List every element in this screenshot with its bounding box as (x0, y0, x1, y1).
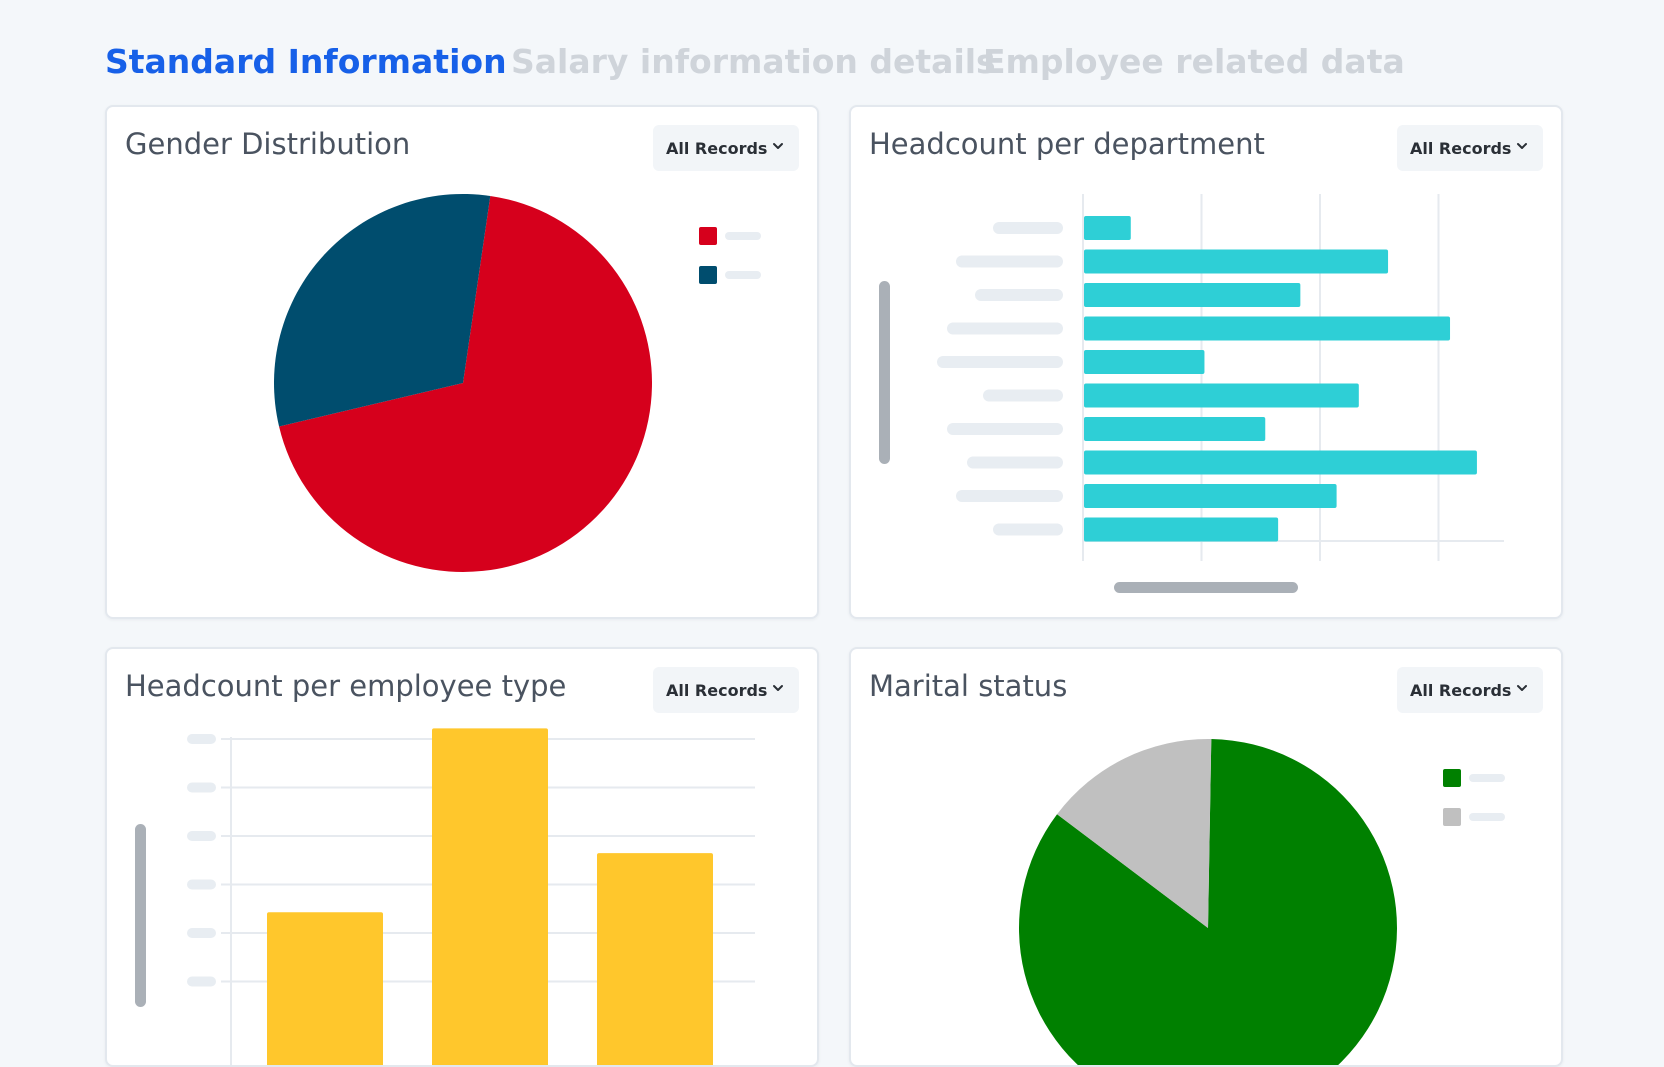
bar (1084, 249, 1389, 274)
tab-standard-information[interactable]: Standard Information (105, 42, 507, 81)
marital-pie-chart (1019, 739, 1505, 1065)
dropdown-value: All Records (666, 680, 768, 700)
dropdown-value: All Records (1410, 138, 1512, 158)
card-title: Headcount per department (869, 127, 1265, 161)
bar (432, 728, 548, 1065)
tick-label-placeholder (187, 879, 216, 890)
gender-distribution-card: Gender Distribution All Records (105, 105, 819, 619)
card-title: Gender Distribution (125, 127, 411, 161)
category-label-placeholder (993, 523, 1063, 536)
category-label-placeholder (947, 322, 1063, 335)
records-filter-dropdown[interactable]: All Records (1397, 667, 1543, 713)
category-label-placeholder (956, 490, 1063, 502)
headcount-per-department-card: Headcount per department All Records (849, 105, 1563, 619)
gender-pie-chart (274, 193, 761, 573)
bar (1084, 484, 1337, 508)
pie-slice (274, 193, 491, 427)
category-label-placeholder (993, 222, 1063, 234)
bar (1084, 350, 1205, 374)
category-label-placeholder (967, 456, 1063, 469)
bar (1084, 283, 1301, 307)
category-label-placeholder (956, 255, 1063, 268)
category-label-placeholder (975, 289, 1063, 301)
legend-label-placeholder (1469, 813, 1505, 821)
horizontal-scrollbar (1114, 582, 1298, 593)
bar (1084, 216, 1131, 240)
tab-employee-related-data[interactable]: Employee related data (983, 42, 1405, 81)
chevron-down-icon (773, 143, 783, 149)
chevron-down-icon (773, 685, 783, 691)
tick-label-placeholder (187, 831, 216, 841)
tick-label-placeholder (187, 928, 216, 938)
legend-swatch (1443, 808, 1461, 826)
tick-label-placeholder (187, 976, 216, 987)
bar (597, 853, 713, 1065)
vertical-scrollbar (879, 281, 890, 464)
headcount-per-employee-type-card: Headcount per employee type All Records (105, 647, 819, 1067)
records-filter-dropdown[interactable]: All Records (653, 125, 799, 171)
marital-status-card: Marital status All Records (849, 647, 1563, 1067)
tab-salary-information-details[interactable]: Salary information details (511, 42, 996, 81)
legend-label-placeholder (725, 232, 761, 240)
bar (267, 912, 383, 1065)
category-label-placeholder (937, 356, 1063, 368)
pie-slice (1019, 739, 1397, 1065)
employee-type-bar-chart (135, 728, 755, 1065)
tick-label-placeholder (187, 782, 216, 793)
category-label-placeholder (947, 423, 1063, 435)
card-title: Marital status (869, 669, 1068, 703)
category-label-placeholder (983, 389, 1063, 402)
chevron-down-icon (1517, 143, 1527, 149)
vertical-scrollbar (135, 824, 146, 1007)
dropdown-value: All Records (666, 138, 768, 158)
records-filter-dropdown[interactable]: All Records (653, 667, 799, 713)
department-bar-chart (879, 194, 1504, 593)
legend-swatch (699, 266, 717, 284)
bar (1084, 517, 1279, 542)
bar (1084, 417, 1266, 441)
legend-swatch (1443, 769, 1461, 787)
bar (1084, 450, 1477, 475)
legend-label-placeholder (725, 271, 761, 279)
card-title: Headcount per employee type (125, 669, 567, 703)
legend-label-placeholder (1469, 774, 1505, 782)
records-filter-dropdown[interactable]: All Records (1397, 125, 1543, 171)
bar (1084, 316, 1451, 341)
chevron-down-icon (1517, 685, 1527, 691)
legend-swatch (699, 227, 717, 245)
tick-label-placeholder (187, 734, 216, 744)
pie-slice (1057, 739, 1212, 928)
bar (1084, 383, 1359, 408)
pie-slice (279, 195, 652, 573)
dropdown-value: All Records (1410, 680, 1512, 700)
